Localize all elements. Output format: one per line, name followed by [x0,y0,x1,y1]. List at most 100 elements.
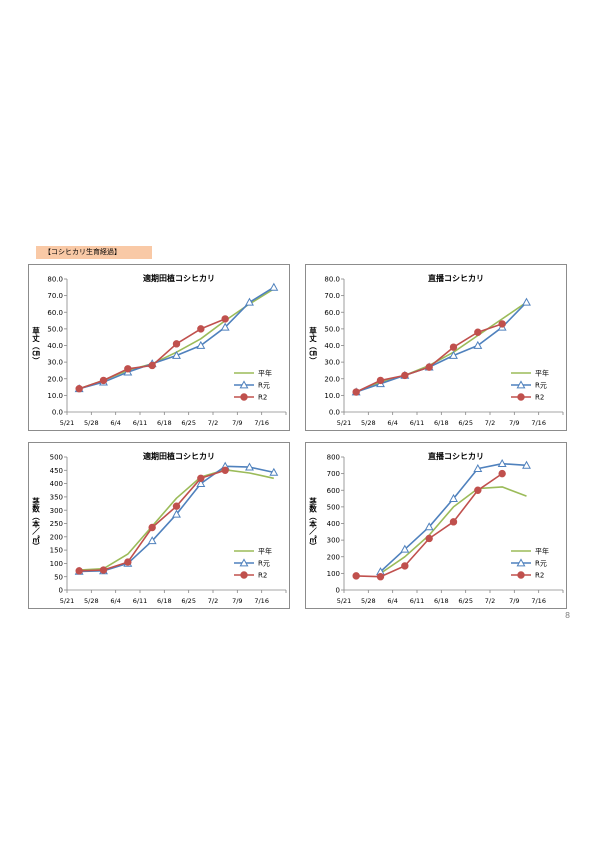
x-tick-label: 7/2 [208,597,218,605]
x-tick-label: 6/18 [434,419,449,427]
y-tick-label: 30.0 [324,359,340,367]
legend-item: R2 [511,571,544,580]
data-point [124,558,132,566]
x-tick-label: 6/4 [110,419,120,427]
series-heinen [79,468,274,571]
data-point [75,385,83,393]
data-point [148,361,156,370]
x-tick-label: 7/2 [485,419,495,427]
chart-svg: 直播コシヒカリ 0.0 10.0 20.0 30.0 40.0 50.0 60.0 70.0 80… [308,273,564,427]
data-point [220,322,230,331]
data-point [245,462,254,471]
chart-svg: 適期田植コシヒカリ 0 50 100 150 200 250 300 350 400 450 500 5… [31,451,287,605]
legend-marker [516,558,526,567]
y-tick-label: 600 [327,487,340,495]
data-point [473,464,483,473]
x-tick-label: 6/18 [434,597,449,605]
y-axis-label: 草丈（㎝） [308,325,317,364]
y-tick-label: 500 [50,454,63,462]
legend-item: R元 [234,558,270,568]
y-tick-label: 450 [50,467,63,475]
data-point [497,459,507,468]
legend-marker [239,380,249,389]
legend-item: R元 [511,380,547,390]
data-point [352,572,360,580]
legend-item: R2 [511,393,544,402]
legend: 平年 R元 R2 [511,369,549,402]
legend-item: R元 [511,558,547,568]
legend-label: R元 [258,560,270,568]
chart-title: 適期田植コシヒカリ [143,273,215,283]
chart-panel-plant-height-transplanted: 適期田植コシヒカリ 0.0 10.0 20.0 30.0 40.0 50.0 60.0 70.0… [28,264,290,431]
x-tick-label: 5/28 [84,597,99,605]
data-point [172,509,181,518]
series-line [379,462,527,573]
y-tick-label: 80.0 [47,276,63,284]
legend-label: R2 [535,572,544,580]
data-point [401,562,409,570]
x-tick-label: 6/18 [157,597,172,605]
x-tick-label: 5/28 [84,419,99,427]
data-point [474,328,482,336]
chart-title: 適期田植コシヒカリ [143,451,215,461]
data-point [172,350,181,359]
data-point [425,534,433,543]
legend-item: 平年 [234,547,272,556]
x-tick-label: 7/16 [254,597,269,605]
x-tick-label: 6/4 [387,597,397,605]
legend-label: R元 [258,382,270,390]
data-point [401,371,409,380]
section-label: 【コシヒカリ生育経過】 [36,246,152,259]
chart-svg: 適期田植コシヒカリ 0.0 10.0 20.0 30.0 40.0 50.0 60.0 70.0… [31,273,287,427]
x-tick-label: 6/4 [110,597,120,605]
data-point [449,518,458,526]
x-tick-label: 6/25 [458,597,473,605]
y-tick-label: 50 [54,573,63,581]
data-point [425,363,433,371]
data-point [376,573,385,581]
y-tick-label: 400 [327,520,340,528]
y-tick-label: 60.0 [324,309,340,317]
x-tick-label: 7/16 [531,597,546,605]
y-tick-label: 200 [327,553,340,561]
x-tick-label: 5/28 [361,597,376,605]
data-point [221,315,229,323]
data-point [498,320,506,328]
data-point [449,343,458,351]
data-point [197,474,205,482]
chart-svg: 直播コシヒカリ 0 100 200 300 400 500 600 700 800 5/21 5/28… [308,451,564,605]
y-axis-label: 茎数（本／㎡） [308,496,317,550]
y-tick-label: 250 [50,520,63,528]
y-tick-label: 40.0 [47,342,63,350]
chart-panel-stem-count-transplanted: 適期田植コシヒカリ 0 50 100 150 200 250 300 350 400 450 500 5… [28,442,290,609]
y-tick-label: 50.0 [47,325,63,333]
y-tick-label: 80.0 [324,276,340,284]
legend-label: R2 [258,572,267,580]
legend: 平年 R元 R2 [234,369,272,402]
y-tick-label: 50.0 [324,325,340,333]
y-axis-label: 茎数（本／㎡） [31,496,40,550]
x-tick-label: 5/21 [337,597,352,605]
series-r1 [376,459,531,576]
y-tick-label: 0.0 [329,409,340,417]
data-point [474,486,482,494]
x-tick-label: 7/9 [509,419,519,427]
chart-title: 直播コシヒカリ [428,451,484,461]
data-point [196,340,206,349]
series-r1 [74,461,279,575]
data-point [148,523,156,532]
legend: 平年 R元 R2 [234,547,272,580]
data-point [221,466,229,474]
legend-label: 平年 [258,547,272,556]
x-tick-label: 7/16 [254,419,269,427]
y-tick-label: 20.0 [47,375,63,383]
y-tick-label: 40.0 [324,342,340,350]
legend-item: 平年 [511,547,549,556]
series-heinen [355,301,527,393]
y-tick-label: 100 [327,570,340,578]
series-line [79,465,274,573]
page-number: 8 [565,611,571,620]
legend: 平年 R元 R2 [511,547,549,580]
y-tick-label: 70.0 [324,292,340,300]
x-tick-label: 5/21 [60,419,75,427]
